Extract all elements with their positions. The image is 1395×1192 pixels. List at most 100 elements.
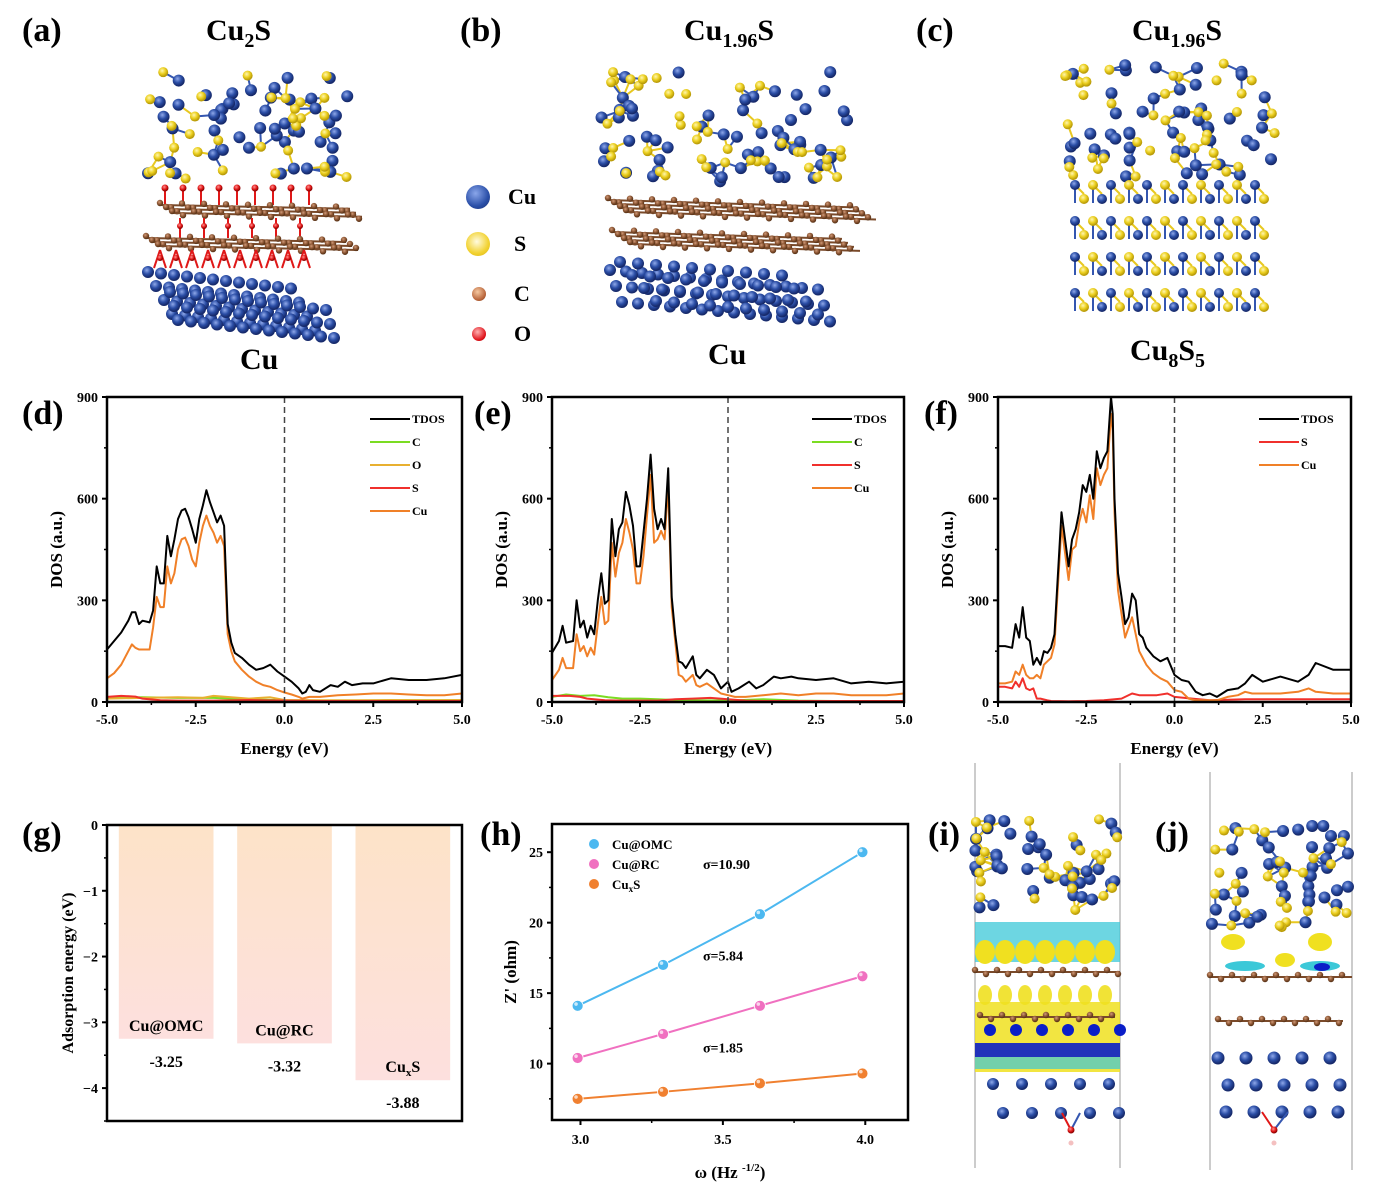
c-atom xyxy=(231,246,239,253)
cu-atom xyxy=(302,329,314,341)
cu-atom xyxy=(207,148,220,161)
s-atom xyxy=(1160,88,1171,99)
bar-value-label: -3.25 xyxy=(150,1054,183,1071)
h-atom xyxy=(1271,1140,1277,1146)
sigma-annotation: σ=10.90 xyxy=(703,858,750,873)
c-atom xyxy=(236,238,244,245)
o-atom xyxy=(205,255,211,261)
c-atom xyxy=(852,206,860,213)
cu-atom xyxy=(278,135,291,148)
cu-atom xyxy=(1341,847,1354,860)
s-atom xyxy=(1308,853,1319,864)
legend-label-c: C xyxy=(412,435,421,449)
x-tick-label: 3.5 xyxy=(714,1133,732,1148)
s-atom xyxy=(283,145,294,156)
s-atom-icon xyxy=(466,232,490,256)
c-atom xyxy=(726,206,734,213)
o-atom xyxy=(157,255,163,261)
s-atom xyxy=(1130,171,1141,182)
c-atom-icon xyxy=(472,287,486,301)
s-atom xyxy=(1200,135,1211,146)
cu-atom xyxy=(739,93,752,106)
data-point-highlight xyxy=(574,1095,578,1099)
c-atom xyxy=(1009,1015,1017,1023)
bond xyxy=(629,243,861,252)
cu-atom xyxy=(1241,230,1251,240)
s-atom xyxy=(681,89,692,100)
o-atom xyxy=(225,223,231,229)
cu-atom xyxy=(326,154,339,167)
charge-depletion-lobe xyxy=(1036,1024,1048,1036)
data-point xyxy=(856,970,869,983)
legend-label-tdos: TDOS xyxy=(854,412,887,426)
cu-atom xyxy=(717,128,730,141)
s-atom xyxy=(1262,871,1273,882)
c-atom xyxy=(681,244,689,251)
cu-atom xyxy=(1295,1051,1309,1065)
cu-atom xyxy=(285,313,297,326)
cu-atom xyxy=(1306,841,1319,854)
c-atom xyxy=(1103,966,1111,974)
c-atom xyxy=(178,200,186,207)
x-tick-label: 5.0 xyxy=(895,713,913,728)
structure-a-illustration xyxy=(142,67,363,344)
cu-atom xyxy=(614,256,626,268)
c-atom xyxy=(200,200,208,208)
s-atom xyxy=(1115,194,1125,204)
x-tick-label: 2.5 xyxy=(807,713,825,728)
x-tick-label: 5.0 xyxy=(453,713,471,728)
c-atom xyxy=(754,210,762,218)
cu-atom xyxy=(1133,302,1143,312)
data-point xyxy=(571,999,584,1012)
cu-atom xyxy=(710,288,722,300)
o-atom xyxy=(297,223,303,229)
y-tick-label: 900 xyxy=(522,391,543,406)
data-point-highlight xyxy=(659,1088,664,1092)
cu-atom xyxy=(1106,216,1116,226)
cu-atom xyxy=(168,300,180,312)
s-atom xyxy=(975,876,986,887)
bond xyxy=(1261,1111,1275,1131)
bar-category-label: CuxS xyxy=(385,1059,420,1079)
cu-atom xyxy=(281,71,294,84)
s-atom xyxy=(1231,895,1242,906)
s-atom xyxy=(1196,180,1206,190)
cu-atom xyxy=(242,295,254,307)
cu-atom xyxy=(1178,288,1188,298)
c-atom xyxy=(190,208,198,215)
legend-label-cu: Cu xyxy=(854,481,870,495)
cu-atom xyxy=(1136,105,1149,118)
data-point-highlight xyxy=(756,1002,761,1006)
cu-atom xyxy=(1247,1105,1261,1119)
cu-atom xyxy=(776,269,788,282)
cu-atom xyxy=(668,296,680,309)
s-atom xyxy=(1160,180,1170,190)
s-atom xyxy=(1223,194,1233,204)
bar-cuomc xyxy=(118,825,214,1039)
cu-atom xyxy=(1075,890,1088,903)
cu-atom xyxy=(668,260,680,273)
s-atom xyxy=(822,154,833,165)
s-atom xyxy=(1115,230,1125,240)
c-atom xyxy=(1070,970,1078,978)
cu-atom xyxy=(1123,141,1136,154)
c-atom xyxy=(288,202,296,209)
s-atom xyxy=(745,155,756,166)
c-atom xyxy=(333,215,341,222)
s-atom xyxy=(1259,266,1269,276)
bond xyxy=(159,249,167,269)
s-atom xyxy=(1209,888,1220,899)
c-atom xyxy=(289,214,297,221)
s-atom xyxy=(1208,147,1219,158)
c-atom xyxy=(1302,1015,1310,1023)
c-atom xyxy=(209,245,217,253)
bar-category-label: Cu@OMC xyxy=(129,1018,203,1035)
s-atom xyxy=(1038,862,1049,873)
y-tick-label: 15 xyxy=(529,987,543,1002)
x-tick-label: -5.0 xyxy=(987,713,1009,728)
cu-atom xyxy=(1205,194,1215,204)
s-atom xyxy=(812,172,823,183)
cu-atom xyxy=(782,294,794,306)
cu-atom xyxy=(1277,825,1290,838)
s-atom xyxy=(1274,920,1285,931)
